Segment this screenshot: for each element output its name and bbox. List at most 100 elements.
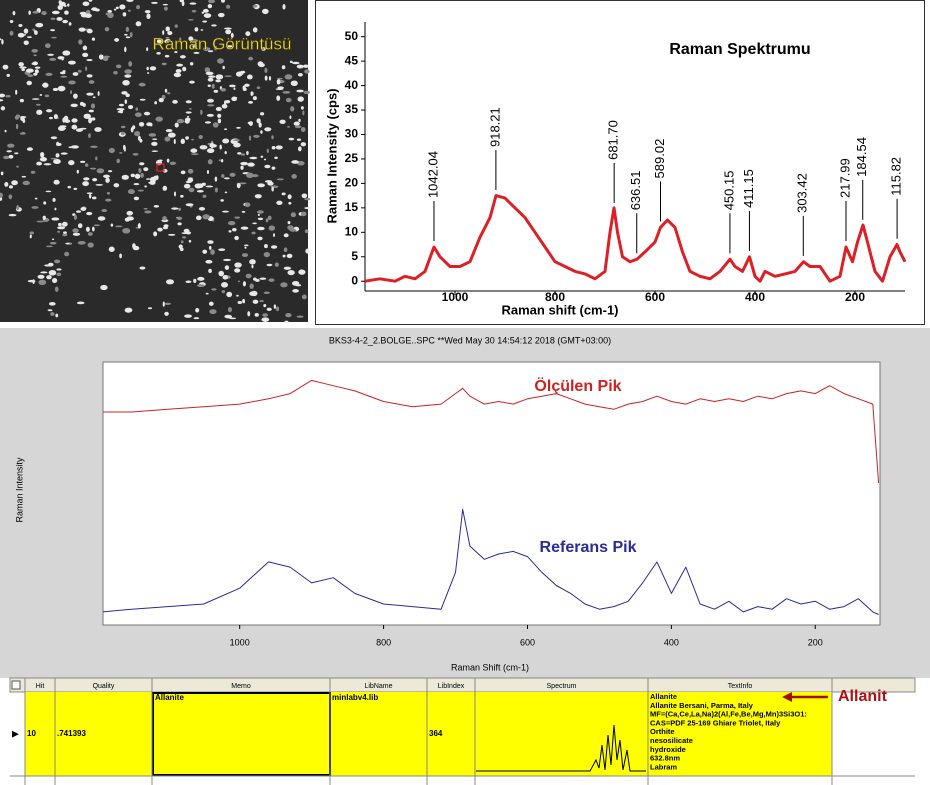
speckle: [282, 91, 290, 94]
speckle: [32, 61, 38, 65]
x-tick-label: 800: [545, 290, 565, 304]
speckle: [68, 80, 76, 84]
speckle: [282, 193, 286, 196]
speckle: [303, 91, 310, 94]
speckle: [181, 139, 185, 144]
speckle: [191, 153, 199, 155]
speckle: [224, 75, 232, 77]
speckle: [253, 300, 259, 304]
speckle: [60, 76, 67, 78]
speckle: [122, 175, 129, 180]
speckle: [62, 222, 68, 227]
speckle: [283, 255, 286, 258]
speckle: [57, 231, 60, 233]
speckle: [292, 289, 299, 293]
speckle: [184, 184, 191, 189]
speckle: [297, 96, 303, 101]
speckle: [241, 153, 245, 155]
speckle: [253, 27, 258, 32]
speckle: [240, 166, 243, 170]
speckle: [188, 169, 194, 174]
speckle: [240, 162, 248, 165]
speckle: [291, 160, 299, 164]
cell-textinfo: CAS=PDF 25-169 Ghiare Triolet, Italy: [650, 718, 781, 727]
speckle: [123, 12, 127, 16]
speckle: [16, 114, 20, 118]
speckle: [138, 168, 141, 173]
speckle: [116, 159, 119, 163]
speckle: [275, 263, 279, 267]
speckle: [91, 103, 95, 108]
speckle: [186, 181, 192, 183]
speckle: [264, 292, 270, 294]
speckle: [189, 108, 191, 110]
speckle: [207, 148, 215, 153]
speckle: [11, 180, 18, 185]
speckle: [88, 232, 93, 236]
speckle: [13, 11, 16, 15]
speckle: [96, 184, 103, 186]
speckle: [167, 159, 170, 163]
speckle: [125, 308, 133, 313]
speckle: [68, 186, 72, 188]
speckle: [26, 69, 34, 73]
speckle: [198, 135, 202, 139]
speckle: [242, 211, 245, 213]
speckle: [43, 216, 46, 220]
checkbox[interactable]: [12, 681, 20, 689]
speckle: [276, 201, 282, 205]
speckle: [249, 291, 256, 296]
speckle: [135, 174, 140, 179]
speckle: [253, 135, 260, 138]
speckle: [214, 90, 219, 93]
speckle: [131, 127, 134, 132]
speckle: [158, 159, 163, 161]
speckle: [284, 267, 291, 270]
speckle: [291, 174, 297, 179]
speckle: [105, 178, 109, 183]
speckle: [71, 118, 77, 122]
speckle: [215, 177, 217, 182]
speckle: [267, 308, 272, 311]
speckle: [176, 64, 183, 67]
column-header: TextInfo: [728, 683, 753, 690]
speckle: [124, 47, 126, 53]
speckle: [10, 31, 14, 36]
speckle: [144, 210, 151, 213]
speckle: [30, 234, 32, 238]
speckle: [248, 101, 253, 104]
speckle: [262, 313, 268, 316]
speckle: [121, 132, 125, 135]
speckle: [238, 301, 243, 304]
speckle: [86, 212, 92, 215]
speckle: [301, 106, 304, 110]
speckle: [107, 192, 110, 195]
speckle: [208, 159, 213, 164]
speckle: [23, 119, 26, 123]
speckle: [229, 230, 232, 232]
speckle: [49, 58, 56, 61]
speckle: [132, 243, 136, 249]
speckle: [165, 26, 169, 31]
speckle: [41, 11, 46, 15]
speckle: [77, 170, 79, 174]
y-tick-label: 25: [345, 151, 359, 165]
speckle: [9, 155, 14, 159]
speckle: [146, 47, 148, 51]
speckle: [218, 13, 225, 17]
speckle: [216, 74, 224, 79]
speckle: [144, 112, 150, 116]
speckle: [40, 152, 44, 158]
speckle: [207, 99, 214, 103]
speckle: [274, 304, 276, 308]
y-tick-label: 5: [351, 249, 358, 263]
y-tick-label: 0: [351, 273, 358, 287]
speckle: [24, 28, 29, 33]
speckle: [185, 280, 191, 283]
speckle: [83, 177, 89, 180]
speckle: [219, 159, 221, 161]
speckle: [101, 209, 107, 212]
speckle: [124, 34, 128, 36]
speckle: [199, 207, 205, 211]
speckle: [264, 252, 270, 257]
